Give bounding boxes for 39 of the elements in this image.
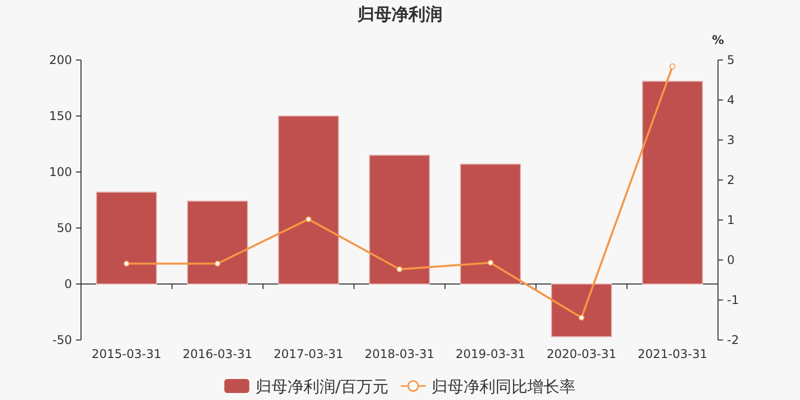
y2-axis-title: %: [712, 33, 724, 47]
point: [124, 260, 130, 267]
y2-tick-label: -1: [727, 293, 739, 307]
x-tick-label: 2021-03-31: [638, 347, 708, 361]
point: [670, 63, 676, 70]
legend-label: 归母净利同比增长率: [432, 377, 576, 396]
point: [214, 260, 220, 267]
bar: [278, 116, 339, 284]
chart-title: 归母净利润: [356, 5, 442, 25]
bar: [642, 80, 703, 284]
bar: [96, 192, 157, 284]
y-tick-label: 50: [56, 221, 72, 235]
y2-tick-label: 3: [727, 133, 735, 147]
y-tick-label: 200: [49, 53, 72, 67]
point: [306, 216, 312, 222]
bar: [187, 200, 248, 284]
y-tick-label: -50: [52, 333, 72, 347]
y2-tick-label: 1: [727, 213, 735, 227]
y-tick-label: 100: [49, 165, 72, 179]
y-tick-label: 150: [49, 109, 72, 123]
y2-tick-label: 5: [727, 53, 735, 67]
x-tick-label: 2020-03-31: [546, 347, 616, 361]
point: [396, 266, 402, 272]
x-tick-label: 2018-03-31: [364, 347, 434, 361]
x-tick-label: 2016-03-31: [182, 347, 252, 361]
x-tick-label: 2019-03-31: [456, 347, 526, 361]
bar: [460, 164, 521, 284]
point: [578, 314, 584, 321]
y2-tick-label: 2: [727, 173, 735, 187]
y2-tick-label: -2: [727, 333, 739, 347]
y2-tick-label: 0: [727, 253, 735, 267]
point: [488, 260, 494, 266]
x-tick-label: 2017-03-31: [274, 347, 344, 361]
y-tick-label: 0: [64, 277, 72, 291]
y2-tick-label: 4: [727, 93, 735, 107]
x-tick-label: 2015-03-31: [92, 347, 162, 361]
bar: [551, 284, 612, 338]
legend-label: 归母净利润/百万元: [255, 377, 389, 396]
bar: [369, 154, 430, 284]
